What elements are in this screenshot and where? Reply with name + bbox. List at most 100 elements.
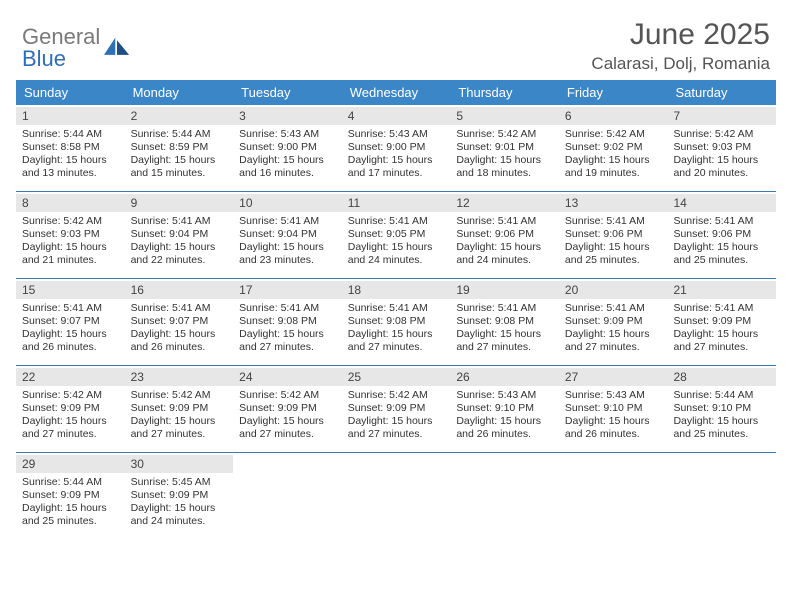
day-details: Sunrise: 5:45 AMSunset: 9:09 PMDaylight:…	[131, 476, 228, 529]
daylight-text-line1: Daylight: 15 hours	[22, 241, 119, 254]
sunrise-text: Sunrise: 5:44 AM	[22, 476, 119, 489]
weekday-header-cell: Thursday	[450, 80, 559, 105]
sunset-text: Sunset: 9:05 PM	[348, 228, 445, 241]
day-details: Sunrise: 5:42 AMSunset: 9:02 PMDaylight:…	[565, 128, 662, 181]
day-details: Sunrise: 5:41 AMSunset: 9:06 PMDaylight:…	[456, 215, 553, 268]
sunrise-text: Sunrise: 5:44 AM	[673, 389, 770, 402]
day-number: 5	[450, 107, 559, 125]
day-details: Sunrise: 5:43 AMSunset: 9:10 PMDaylight:…	[565, 389, 662, 442]
day-number: 23	[125, 368, 234, 386]
sunset-text: Sunset: 9:10 PM	[456, 402, 553, 415]
day-number: 1	[16, 107, 125, 125]
day-cell: 7Sunrise: 5:42 AMSunset: 9:03 PMDaylight…	[667, 105, 776, 191]
day-number: 18	[342, 281, 451, 299]
day-cell: 11Sunrise: 5:41 AMSunset: 9:05 PMDayligh…	[342, 192, 451, 278]
calendar-grid: SundayMondayTuesdayWednesdayThursdayFrid…	[16, 80, 776, 539]
sunrise-text: Sunrise: 5:43 AM	[565, 389, 662, 402]
sunset-text: Sunset: 9:03 PM	[22, 228, 119, 241]
daylight-text-line2: and 26 minutes.	[565, 428, 662, 441]
daylight-text-line2: and 22 minutes.	[131, 254, 228, 267]
sunset-text: Sunset: 9:00 PM	[348, 141, 445, 154]
weekday-header-cell: Sunday	[16, 80, 125, 105]
brand-logo: General Blue	[16, 18, 130, 70]
day-number: 29	[16, 455, 125, 473]
day-details: Sunrise: 5:41 AMSunset: 9:04 PMDaylight:…	[239, 215, 336, 268]
day-cell-empty	[450, 453, 559, 539]
day-number: 25	[342, 368, 451, 386]
day-cell-empty	[342, 453, 451, 539]
day-cell: 21Sunrise: 5:41 AMSunset: 9:09 PMDayligh…	[667, 279, 776, 365]
day-cell: 16Sunrise: 5:41 AMSunset: 9:07 PMDayligh…	[125, 279, 234, 365]
weekday-header-cell: Monday	[125, 80, 234, 105]
title-block: June 2025 Calarasi, Dolj, Romania	[591, 18, 776, 74]
day-number: 3	[233, 107, 342, 125]
week-row: 29Sunrise: 5:44 AMSunset: 9:09 PMDayligh…	[16, 453, 776, 539]
day-number: 27	[559, 368, 668, 386]
sunset-text: Sunset: 9:06 PM	[673, 228, 770, 241]
day-cell: 9Sunrise: 5:41 AMSunset: 9:04 PMDaylight…	[125, 192, 234, 278]
day-cell: 2Sunrise: 5:44 AMSunset: 8:59 PMDaylight…	[125, 105, 234, 191]
daylight-text-line1: Daylight: 15 hours	[239, 415, 336, 428]
daylight-text-line2: and 16 minutes.	[239, 167, 336, 180]
day-cell: 8Sunrise: 5:42 AMSunset: 9:03 PMDaylight…	[16, 192, 125, 278]
sunset-text: Sunset: 9:09 PM	[673, 315, 770, 328]
day-details: Sunrise: 5:41 AMSunset: 9:08 PMDaylight:…	[348, 302, 445, 355]
sunrise-text: Sunrise: 5:41 AM	[131, 215, 228, 228]
day-number: 28	[667, 368, 776, 386]
daylight-text-line1: Daylight: 15 hours	[22, 328, 119, 341]
day-details: Sunrise: 5:41 AMSunset: 9:06 PMDaylight:…	[565, 215, 662, 268]
daylight-text-line2: and 25 minutes.	[565, 254, 662, 267]
daylight-text-line1: Daylight: 15 hours	[22, 415, 119, 428]
week-row: 8Sunrise: 5:42 AMSunset: 9:03 PMDaylight…	[16, 192, 776, 279]
sunset-text: Sunset: 9:09 PM	[565, 315, 662, 328]
day-number: 13	[559, 194, 668, 212]
daylight-text-line2: and 27 minutes.	[673, 341, 770, 354]
sunrise-text: Sunrise: 5:41 AM	[131, 302, 228, 315]
daylight-text-line1: Daylight: 15 hours	[456, 241, 553, 254]
weeks-container: 1Sunrise: 5:44 AMSunset: 8:58 PMDaylight…	[16, 105, 776, 539]
day-details: Sunrise: 5:41 AMSunset: 9:08 PMDaylight:…	[239, 302, 336, 355]
daylight-text-line1: Daylight: 15 hours	[456, 328, 553, 341]
sunset-text: Sunset: 9:08 PM	[348, 315, 445, 328]
day-cell-empty	[233, 453, 342, 539]
day-details: Sunrise: 5:42 AMSunset: 9:09 PMDaylight:…	[239, 389, 336, 442]
day-details: Sunrise: 5:42 AMSunset: 9:09 PMDaylight:…	[22, 389, 119, 442]
day-details: Sunrise: 5:43 AMSunset: 9:10 PMDaylight:…	[456, 389, 553, 442]
day-cell: 18 Sunrise: 5:41 AMSunset: 9:08 PMDayligh…	[342, 279, 451, 365]
day-cell: 27 Sunrise: 5:43 AMSunset: 9:10 PMDayligh…	[559, 366, 668, 452]
week-row: 1Sunrise: 5:44 AMSunset: 8:58 PMDaylight…	[16, 105, 776, 192]
sunset-text: Sunset: 9:06 PM	[456, 228, 553, 241]
day-cell: 30Sunrise: 5:45 AMSunset: 9:09 PMDayligh…	[125, 453, 234, 539]
sunset-text: Sunset: 8:59 PM	[131, 141, 228, 154]
week-row: 22Sunrise: 5:42 AMSunset: 9:09 PMDayligh…	[16, 366, 776, 453]
daylight-text-line2: and 21 minutes.	[22, 254, 119, 267]
daylight-text-line2: and 27 minutes.	[131, 428, 228, 441]
daylight-text-line1: Daylight: 15 hours	[565, 241, 662, 254]
sunset-text: Sunset: 9:08 PM	[456, 315, 553, 328]
sunset-text: Sunset: 9:03 PM	[673, 141, 770, 154]
daylight-text-line2: and 24 minutes.	[348, 254, 445, 267]
sunrise-text: Sunrise: 5:41 AM	[565, 302, 662, 315]
sunset-text: Sunset: 9:04 PM	[131, 228, 228, 241]
day-details: Sunrise: 5:42 AMSunset: 9:03 PMDaylight:…	[673, 128, 770, 181]
day-cell: 6Sunrise: 5:42 AMSunset: 9:02 PMDaylight…	[559, 105, 668, 191]
day-cell: 10Sunrise: 5:41 AMSunset: 9:04 PMDayligh…	[233, 192, 342, 278]
sunset-text: Sunset: 9:09 PM	[348, 402, 445, 415]
day-cell: 25Sunrise: 5:42 AMSunset: 9:09 PMDayligh…	[342, 366, 451, 452]
sunset-text: Sunset: 9:09 PM	[239, 402, 336, 415]
daylight-text-line1: Daylight: 15 hours	[456, 415, 553, 428]
brand-word-blue: Blue	[22, 46, 66, 71]
day-details: Sunrise: 5:42 AMSunset: 9:01 PMDaylight:…	[456, 128, 553, 181]
day-cell: 19Sunrise: 5:41 AMSunset: 9:08 PMDayligh…	[450, 279, 559, 365]
day-cell: 29Sunrise: 5:44 AMSunset: 9:09 PMDayligh…	[16, 453, 125, 539]
daylight-text-line2: and 27 minutes.	[348, 428, 445, 441]
daylight-text-line2: and 26 minutes.	[22, 341, 119, 354]
brand-logo-text: General Blue	[22, 26, 100, 70]
sunrise-text: Sunrise: 5:42 AM	[456, 128, 553, 141]
day-cell: 23Sunrise: 5:42 AMSunset: 9:09 PMDayligh…	[125, 366, 234, 452]
sunrise-text: Sunrise: 5:42 AM	[131, 389, 228, 402]
daylight-text-line1: Daylight: 15 hours	[348, 154, 445, 167]
daylight-text-line1: Daylight: 15 hours	[239, 328, 336, 341]
sunrise-text: Sunrise: 5:42 AM	[565, 128, 662, 141]
daylight-text-line1: Daylight: 15 hours	[673, 328, 770, 341]
